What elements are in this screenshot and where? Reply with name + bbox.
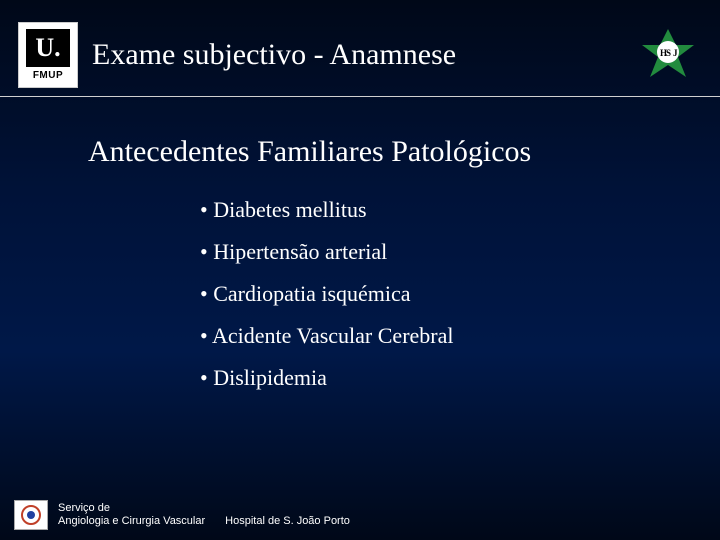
list-item: • Acidente Vascular Cerebral — [200, 325, 720, 347]
section-subtitle: Antecedentes Familiares Patológicos — [88, 135, 720, 169]
list-item-text: Diabetes mellitus — [213, 197, 366, 222]
footer-service-name: Angiologia e Cirurgia Vascular — [58, 515, 205, 528]
service-logo — [14, 500, 48, 530]
list-item-text: Cardiopatia isquémica — [213, 281, 410, 306]
university-logo: U. FMUP — [18, 22, 78, 88]
list-item-text: Acidente Vascular Cerebral — [212, 323, 453, 348]
footer-text: Serviço de Angiologia e Cirurgia Vascula… — [58, 502, 350, 528]
footer-line1: Serviço de — [58, 502, 350, 515]
footer-hospital-name: Hospital de S. João Porto — [225, 515, 350, 528]
svg-text:S: S — [666, 48, 671, 58]
bullet-list: • Diabetes mellitus • Hipertensão arteri… — [200, 199, 720, 389]
footer: Serviço de Angiologia e Cirurgia Vascula… — [14, 500, 706, 530]
svg-text:J: J — [673, 48, 678, 58]
list-item: • Dislipidemia — [200, 367, 720, 389]
list-item-text: Hipertensão arterial — [213, 239, 387, 264]
list-item: • Cardiopatia isquémica — [200, 283, 720, 305]
list-item: • Diabetes mellitus — [200, 199, 720, 221]
list-item-text: Dislipidemia — [213, 365, 327, 390]
header: U. FMUP Exame subjectivo - Anamnese H S … — [0, 0, 720, 96]
logo-u-mark: U. — [26, 29, 70, 67]
list-item: • Hipertensão arterial — [200, 241, 720, 263]
slide-title: Exame subjectivo - Anamnese — [92, 38, 626, 72]
header-divider — [0, 96, 720, 97]
logo-fmup-text: FMUP — [33, 70, 63, 81]
hospital-logo: H S J — [640, 27, 696, 83]
